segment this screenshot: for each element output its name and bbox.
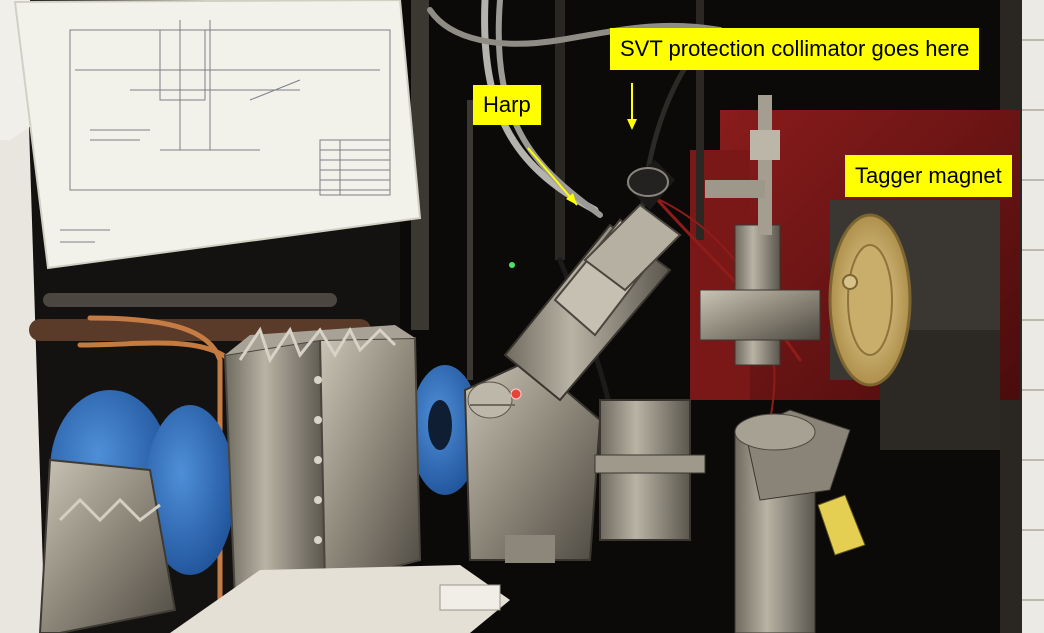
svt-arrow <box>627 83 637 130</box>
vacuum-cross <box>699 95 851 633</box>
harp-label: Harp <box>473 85 541 125</box>
base-plate <box>170 565 510 633</box>
lower-left-block <box>38 458 177 633</box>
harp-arrow <box>527 147 578 206</box>
tagger-magnet-label: Tagger magnet <box>845 155 1012 197</box>
target-chamber <box>463 358 706 563</box>
annotation-arrows <box>527 83 637 206</box>
harp-actuator <box>503 160 682 402</box>
laser-dot <box>510 388 522 400</box>
warning-tag <box>817 494 866 556</box>
blueprint-sheet <box>13 0 422 270</box>
magnet-housing <box>223 325 422 602</box>
svt-collimator-label: SVT protection collimator goes here <box>610 28 980 70</box>
status-light <box>509 262 515 268</box>
